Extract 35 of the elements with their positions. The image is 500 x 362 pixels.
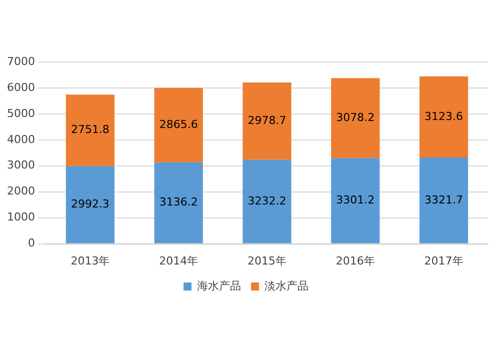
bar — [331, 78, 380, 158]
data-label: 3078.2 — [336, 110, 375, 124]
bar — [66, 166, 115, 244]
x-tick-label: 2014年 — [159, 254, 198, 268]
legend-label: 海水产品 — [197, 280, 241, 293]
y-tick-label: 7000 — [6, 54, 35, 68]
x-tick-label: 2013年 — [70, 254, 110, 268]
data-label: 3232.2 — [248, 194, 286, 208]
y-tick-label: 6000 — [6, 80, 35, 94]
bar — [154, 162, 203, 244]
bar — [154, 88, 203, 162]
x-tick-label: 2016年 — [336, 254, 375, 268]
data-label: 2992.3 — [70, 198, 110, 211]
bar — [242, 82, 292, 160]
data-label: 2978.7 — [248, 114, 286, 128]
data-label: 3321.7 — [424, 193, 464, 206]
legend-label: 淡水产品 — [264, 280, 308, 293]
y-tick-label: 3000 — [6, 158, 35, 172]
data-label: 3123.6 — [424, 110, 464, 123]
x-tick-label: 2015年 — [247, 254, 286, 268]
y-tick-label: 4000 — [6, 132, 35, 146]
bar — [331, 158, 380, 244]
x-tick-label: 2017年 — [424, 254, 464, 268]
y-tick-label: 5000 — [6, 106, 35, 120]
data-label: 2751.8 — [70, 123, 110, 136]
bar — [419, 158, 468, 244]
y-tick-label: 0 — [28, 236, 35, 250]
y-tick-label: 2000 — [6, 184, 35, 198]
bar — [419, 76, 468, 158]
data-label: 2865.6 — [159, 118, 198, 131]
bar — [242, 160, 292, 244]
bar — [66, 94, 115, 166]
data-label: 3136.2 — [159, 196, 198, 209]
y-tick-label: 1000 — [6, 210, 35, 224]
data-label: 3301.2 — [336, 194, 375, 207]
